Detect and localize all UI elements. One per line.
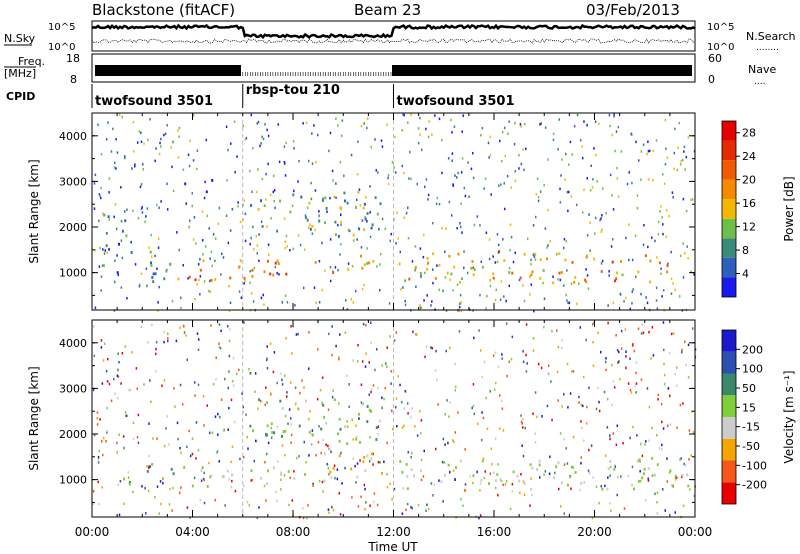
colorbar-segment [722,238,736,258]
cpid-row: CPID twofsound 3501 rbsp-tou 210 twofsound… [6,83,515,109]
station-title: Blackstone (fitACF) [92,1,235,19]
x-tick-label: 20:00 [577,525,612,539]
noise-tick-low-left: 10^0 [48,42,75,53]
colorbar-tick: -200 [742,479,767,492]
beam-title: Beam 23 [354,1,421,19]
time-axis: 00:00 04:00 08:00 12:00 16:00 20:00 00:00 [75,525,713,539]
colorbar-tick: 15 [742,401,756,414]
cpid-label: CPID [6,90,35,103]
power-colorbar: 4 8 12 16 20 24 28 Power [dB] [721,120,796,298]
colorbar-tick: -50 [742,440,760,453]
freq-panel: Freq. [MHz] 18 8 60 0 Nave .... [4,52,776,87]
colorbar-tick: 24 [742,150,756,163]
freq-tick-high: 18 [66,52,80,65]
y-tick-label: 1000 [59,267,87,280]
colorbar-segment [722,257,736,278]
colorbar-tick: 100 [742,363,763,376]
noise-tick-high-right: 10^5 [707,22,734,33]
x-tick-label: 12:00 [376,525,411,539]
colorbar-segment [722,160,736,180]
colorbar-tick: 12 [742,221,756,234]
velocity-panel: 1000 2000 3000 4000 Slant Range [km] [27,319,697,520]
cpid-segment-1: rbsp-tou 210 [246,83,340,98]
nsearch-dots: ........ [756,43,779,53]
colorbar-tick: 4 [742,268,749,281]
colorbar-tick: 200 [742,343,763,356]
cpid-segment-2: twofsound 3501 [397,94,515,109]
x-tick-label: 00:00 [678,525,713,539]
y-tick-label: 4000 [59,130,87,143]
noise-tick-high-left: 10^5 [48,22,75,33]
noise-panel: N.Sky 10^5 10^0 10^5 10^0 N.Search .....… [4,20,796,53]
colorbar-label: Power [dB] [782,176,796,241]
y-tick-label: 4000 [59,337,87,350]
colorbar-segment [722,140,736,161]
power-panel: 1000 2000 3000 4000 Slant Range [km] [27,112,696,313]
noise-tick-low-right: 10^0 [707,42,734,53]
colorbar-tick: 8 [742,244,749,257]
colorbar-segment [722,218,736,239]
colorbar-segment [722,373,736,396]
colorbar-tick: -15 [742,421,760,434]
y-axis-label: Slant Range [km] [27,159,41,263]
y-axis-label: Slant Range [km] [27,366,41,470]
colorbar-tick: 20 [742,174,756,187]
nave-tick-low: 0 [708,73,715,86]
colorbar-segment [722,395,736,417]
x-tick-label: 04:00 [175,525,210,539]
x-tick-label: 16:00 [477,525,512,539]
nave-tick-high: 60 [708,52,722,65]
colorbar-segment [722,351,736,374]
y-tick-label: 3000 [59,175,87,188]
colorbar-segment [722,482,736,504]
sky-noise-line [91,23,696,40]
x-tick-label: 08:00 [276,525,311,539]
colorbar-segment [722,121,736,141]
nsearch-label: N.Search [746,30,796,43]
colorbar-tick: 28 [742,127,756,140]
date-title: 03/Feb/2013 [586,1,680,19]
colorbar-segment [722,179,736,200]
freq-tick-low: 8 [70,73,77,86]
colorbar-segment [722,460,736,483]
colorbar-tick: 16 [742,197,756,210]
y-tick-label: 1000 [59,474,87,487]
nsky-label: N.Sky [4,32,36,45]
freq-unit: [MHz] [4,67,36,80]
colorbar-tick: -100 [742,459,767,472]
cpid-segment-0: twofsound 3501 [95,94,213,109]
colorbar-segment [722,438,736,461]
x-tick-label: 00:00 [75,525,110,539]
nave-dots: .... [754,77,765,87]
x-axis-label: Time UT [367,540,418,554]
nave-label: Nave [748,63,776,76]
y-tick-label: 2000 [59,221,87,234]
colorbar-segment [722,277,736,297]
freq-label: Freq. [18,55,45,68]
search-noise-line [91,38,696,44]
y-tick-label: 3000 [59,382,87,395]
colorbar-label: Velocity [m s⁻¹] [782,370,796,463]
velocity-colorbar: -200 -100 -50 -15 15 50 100 200 Velocity [m s⁻¹] [721,329,796,505]
y-tick-label: 2000 [59,428,87,441]
colorbar-tick: 50 [742,382,756,395]
colorbar-segment [722,199,736,219]
colorbar-segment [722,330,736,352]
colorbar-segment [722,417,736,439]
